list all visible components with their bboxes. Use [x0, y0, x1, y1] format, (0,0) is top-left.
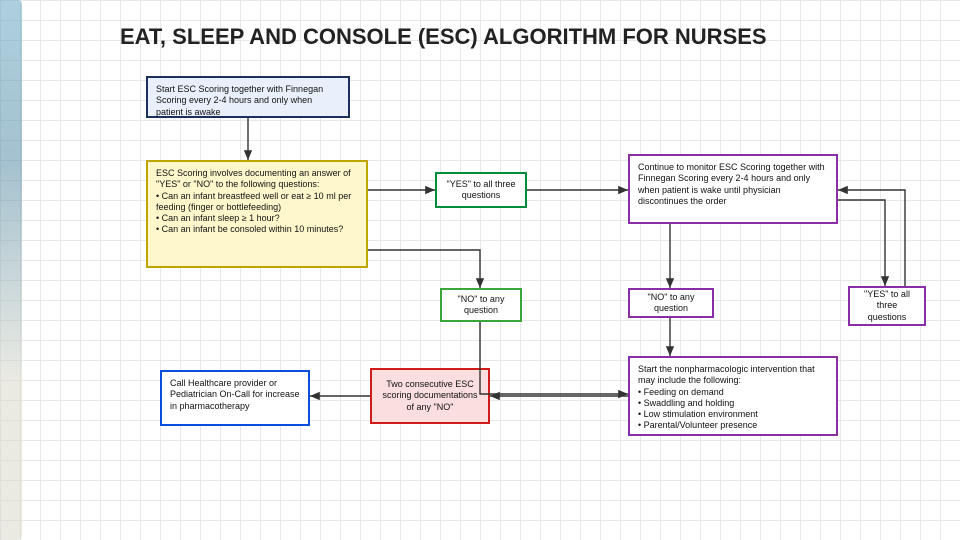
node-yes-all: "YES" to all three questions	[435, 172, 527, 208]
node-monitor: Continue to monitor ESC Scoring together…	[628, 154, 838, 224]
node-no-any-left: "NO" to any question	[440, 288, 522, 322]
node-monitor-text: Continue to monitor ESC Scoring together…	[638, 162, 825, 206]
node-yes-all-right-text: "YES" to all three questions	[858, 289, 916, 323]
node-nonpharm: Start the nonpharmacologic intervention …	[628, 356, 838, 436]
grid-background	[0, 0, 960, 540]
node-start-text: Start ESC Scoring together with Finnegan…	[156, 84, 323, 117]
node-scoring-text: ESC Scoring involves documenting an answ…	[156, 168, 351, 234]
node-call-text: Call Healthcare provider or Pediatrician…	[170, 378, 300, 411]
side-accent	[0, 0, 22, 540]
node-call: Call Healthcare provider or Pediatrician…	[160, 370, 310, 426]
node-two-no: Two consecutive ESC scoring documentatio…	[370, 368, 490, 424]
node-no-any-right: "NO" to any question	[628, 288, 714, 318]
page-title: EAT, SLEEP AND CONSOLE (ESC) ALGORITHM F…	[120, 24, 767, 50]
node-scoring: ESC Scoring involves documenting an answ…	[146, 160, 368, 268]
node-no-any-right-text: "NO" to any question	[638, 292, 704, 315]
node-yes-all-right: "YES" to all three questions	[848, 286, 926, 326]
node-start: Start ESC Scoring together with Finnegan…	[146, 76, 350, 118]
node-nonpharm-text: Start the nonpharmacologic intervention …	[638, 364, 815, 430]
node-two-no-text: Two consecutive ESC scoring documentatio…	[380, 379, 480, 413]
node-yes-all-text: "YES" to all three questions	[445, 179, 517, 202]
node-no-any-left-text: "NO" to any question	[450, 294, 512, 317]
